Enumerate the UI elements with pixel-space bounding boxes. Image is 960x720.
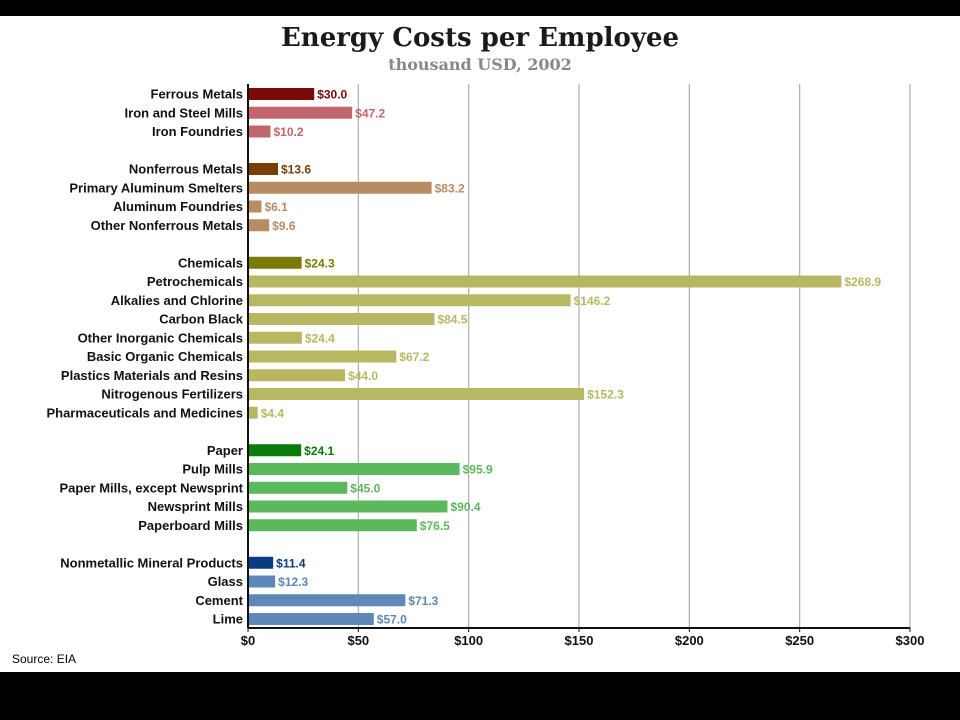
data-label: $9.6	[272, 219, 296, 233]
data-label: $152.3	[587, 388, 624, 402]
x-tick-label: $150	[565, 633, 594, 648]
category-label: Carbon Black	[159, 312, 244, 327]
bar	[248, 106, 353, 119]
category-label: Lime	[213, 612, 243, 627]
source-note: Source: EIA	[12, 652, 77, 666]
category-label: Paper	[207, 443, 243, 458]
data-label: $47.2	[355, 106, 385, 120]
bar	[248, 594, 406, 607]
category-label: Nonferrous Metals	[129, 162, 243, 177]
category-label: Alkalies and Chlorine	[111, 293, 243, 308]
bar	[248, 350, 397, 363]
data-label: $84.5	[437, 313, 467, 327]
category-label: Paperboard Mills	[138, 518, 243, 533]
bar	[248, 219, 270, 232]
category-label: Pharmaceuticals and Medicines	[46, 405, 243, 420]
x-tick-label: $200	[675, 633, 704, 648]
data-label: $57.0	[377, 613, 407, 627]
data-label: $24.4	[305, 331, 335, 345]
data-label: $268.9	[844, 275, 881, 289]
category-label: Glass	[208, 574, 243, 589]
x-tick-label: $0	[241, 633, 255, 648]
category-label: Cement	[195, 593, 243, 608]
bar	[248, 200, 262, 213]
category-label: Nonmetallic Mineral Products	[60, 555, 243, 570]
data-label: $83.2	[435, 181, 465, 195]
category-label: Chemicals	[178, 255, 243, 270]
category-label: Other Inorganic Chemicals	[78, 330, 243, 345]
bar	[248, 369, 346, 382]
data-label: $95.9	[463, 463, 493, 477]
bar-chart: Ferrous Metals $30.0 Iron and Steel Mills $…	[46, 84, 925, 648]
category-label: Paper Mills, except Newsprint	[59, 480, 243, 495]
chart-title: Energy Costs per Employee	[280, 23, 680, 53]
bar	[248, 406, 258, 419]
bar	[248, 519, 417, 532]
data-label: $146.2	[574, 294, 611, 308]
category-label: Plastics Materials and Resins	[61, 368, 243, 383]
x-tick-label: $250	[785, 633, 814, 648]
x-tick-label: $50	[347, 633, 369, 648]
category-label: Other Nonferrous Metals	[91, 218, 243, 233]
bar	[248, 613, 374, 625]
x-tick-label: $100	[454, 633, 483, 648]
bar	[248, 331, 302, 344]
bar	[248, 481, 348, 494]
chart-subtitle: thousand USD, 2002	[388, 55, 572, 74]
data-label: $90.4	[450, 500, 480, 514]
category-label: Ferrous Metals	[151, 87, 243, 102]
bar	[248, 575, 276, 588]
x-tick-label: $300	[896, 633, 925, 648]
data-label: $6.1	[264, 200, 288, 214]
data-label: $30.0	[317, 88, 347, 102]
data-label: $45.0	[350, 481, 380, 495]
category-label: Iron Foundries	[152, 124, 243, 139]
bar	[248, 313, 435, 325]
category-label: Newsprint Mills	[148, 499, 243, 514]
data-label: $24.1	[304, 444, 334, 458]
category-label: Basic Organic Chemicals	[87, 349, 243, 364]
bar	[248, 181, 432, 194]
data-label: $76.5	[420, 519, 450, 533]
bar	[248, 444, 302, 457]
data-label: $13.6	[281, 163, 311, 177]
bar	[248, 88, 315, 100]
bar	[248, 256, 302, 269]
data-label: $4.4	[261, 406, 285, 420]
bar	[248, 294, 571, 307]
data-label: $12.3	[278, 575, 308, 589]
bar	[248, 500, 448, 513]
bar	[248, 163, 279, 175]
data-label: $71.3	[408, 594, 438, 608]
data-label: $11.4	[276, 556, 306, 570]
bar	[248, 275, 842, 288]
bar	[248, 556, 274, 569]
data-label: $44.0	[348, 369, 378, 383]
data-label: $10.2	[274, 125, 304, 139]
category-label: Pulp Mills	[182, 462, 243, 477]
bar	[248, 463, 460, 475]
chart-area: Energy Costs per Employee thousand USD, …	[0, 16, 960, 672]
data-label: $67.2	[399, 350, 429, 364]
bar	[248, 125, 271, 138]
category-label: Petrochemicals	[147, 274, 243, 289]
category-label: Primary Aluminum Smelters	[69, 180, 243, 195]
data-label: $24.3	[305, 256, 335, 270]
bar	[248, 388, 585, 400]
category-label: Nitrogenous Fertilizers	[101, 387, 243, 402]
category-label: Iron and Steel Mills	[125, 105, 243, 120]
category-label: Aluminum Foundries	[113, 199, 243, 214]
